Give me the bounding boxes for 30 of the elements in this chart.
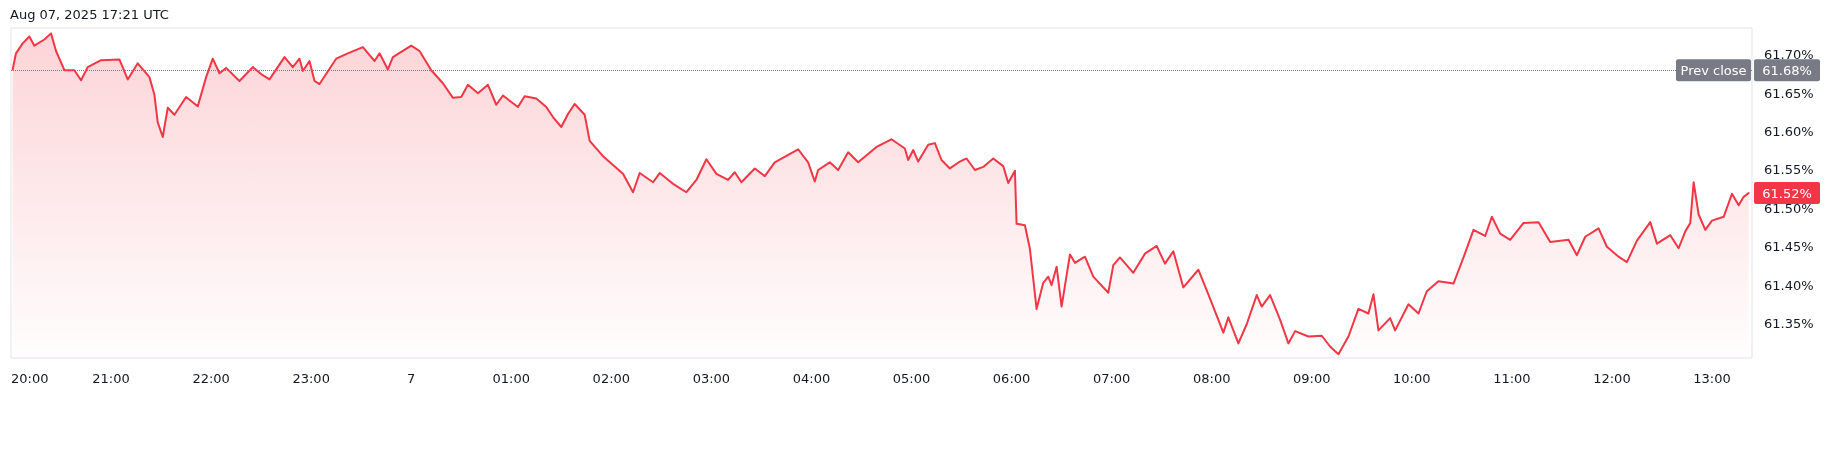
y-tick-label: 61.65% [1764,85,1814,101]
x-tick-label: 03:00 [692,371,731,386]
y-tick-label: 61.55% [1764,162,1814,178]
y-tick-label: 61.50% [1764,200,1814,216]
data-label: 61.52% [1762,185,1812,201]
x-tick-label: 08:00 [1192,371,1231,386]
x-tick-label: 06:00 [992,371,1031,386]
x-tick-label: 11:00 [1493,371,1531,386]
text: Aug 07, 2025 17:21 UTC [10,7,169,22]
y-tick-label: 61.60% [1764,124,1814,140]
y-tick-label: 61.70% [1764,47,1814,63]
x-tick-label: 21:00 [92,371,130,386]
ref-line-label: Prev close [1680,62,1747,78]
text: 61.68% [1762,62,1812,78]
x-tick-label: 04:00 [792,371,831,386]
y-tick-label: 61.45% [1764,239,1814,255]
x-tick-label: 7 [407,371,416,386]
x-tick-label: 01:00 [492,371,531,386]
x-tick-label: 10:00 [1393,371,1431,386]
y-tick-label: 61.35% [1764,315,1814,331]
x-tick-label: 22:00 [192,371,230,386]
x-tick-label: 05:00 [892,371,931,386]
x-tick-label: 09:00 [1293,371,1331,386]
x-tick-label: 07:00 [1092,371,1131,386]
x-tick-label: 20:00 [11,371,49,386]
y-tick-label: 61.40% [1764,277,1814,293]
x-tick-label: 13:00 [1693,371,1731,386]
x-tick-label: 02:00 [592,371,631,386]
x-tick-label: 23:00 [292,371,330,386]
x-tick-label: 12:00 [1593,371,1631,386]
